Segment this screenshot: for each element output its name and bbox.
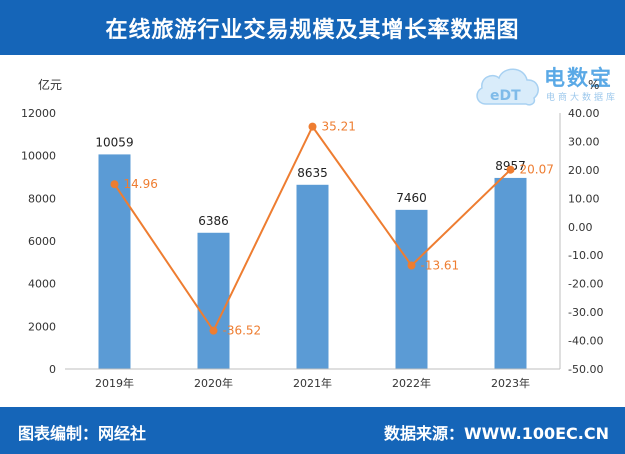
line-point bbox=[110, 180, 119, 189]
right-tick-label: 30.00 bbox=[568, 135, 600, 148]
left-tick-label: 8000 bbox=[28, 192, 56, 205]
left-tick-label: 6000 bbox=[28, 235, 56, 248]
x-tick-label: 2019年 bbox=[95, 376, 134, 390]
right-axis: % -50.00 -40.00 -30.00 -20.00 -10.00 0.00 10.00… bbox=[559, 78, 603, 376]
combo-chart: 亿元 0 2000 4000 6000 8000 10000 12000 % -50.00 -40… bbox=[21, 77, 603, 390]
right-tick-label: 10.00 bbox=[568, 192, 600, 205]
right-tick-label: -20.00 bbox=[568, 278, 603, 291]
x-tick-label: 2023年 bbox=[491, 376, 530, 390]
line-point bbox=[209, 326, 218, 335]
bar-value-label: 7460 bbox=[396, 191, 427, 205]
right-tick-label: 40.00 bbox=[568, 107, 600, 120]
bar bbox=[197, 232, 230, 369]
line-point bbox=[308, 122, 317, 131]
left-tick-label: 12000 bbox=[21, 107, 56, 120]
line-series: 14.96 -36.52 35.21 -13.61 20.07 bbox=[110, 120, 554, 338]
x-tick-label: 2020年 bbox=[194, 376, 233, 390]
bar bbox=[296, 184, 329, 369]
left-axis: 亿元 0 2000 4000 6000 8000 10000 12000 bbox=[21, 77, 62, 376]
watermark-logo: eDT 电数宝 电商大数据库 bbox=[472, 60, 622, 112]
chart-title: 在线旅游行业交易规模及其增长率数据图 bbox=[0, 0, 625, 55]
line-value-label: -13.61 bbox=[421, 258, 460, 272]
logo-mark-text: eDT bbox=[490, 88, 521, 104]
x-axis: 2019年 2020年 2021年 2022年 2023年 bbox=[65, 368, 560, 390]
right-tick-label: -10.00 bbox=[568, 249, 603, 262]
line-value-label: 20.07 bbox=[520, 163, 554, 177]
left-tick-label: 10000 bbox=[21, 150, 56, 163]
bar bbox=[395, 209, 428, 369]
right-axis-label: % bbox=[588, 78, 599, 92]
line-point bbox=[506, 165, 515, 174]
bar bbox=[494, 177, 527, 369]
right-tick-label: 20.00 bbox=[568, 164, 600, 177]
logo-brand: 电数宝 bbox=[544, 66, 613, 90]
bar-series: 100596386863574608957 bbox=[95, 135, 527, 369]
logo-slogan: 电商大数据库 bbox=[546, 93, 619, 103]
left-tick-label: 4000 bbox=[28, 278, 56, 291]
x-tick-label: 2021年 bbox=[293, 376, 332, 390]
x-tick-label: 2022年 bbox=[392, 376, 431, 390]
bar-value-label: 6386 bbox=[198, 214, 229, 228]
line-value-label: 35.21 bbox=[322, 120, 356, 134]
bar bbox=[98, 154, 131, 369]
bar-value-label: 10059 bbox=[95, 135, 133, 149]
left-tick-label: 2000 bbox=[28, 320, 56, 333]
footer-bar: 图表编制：网经社 数据来源：WWW.100EC.CN bbox=[0, 407, 625, 454]
left-axis-label: 亿元 bbox=[38, 77, 62, 92]
footer-source: 数据来源：WWW.100EC.CN bbox=[383, 424, 609, 443]
line-value-label: -36.52 bbox=[223, 324, 262, 338]
right-tick-label: 0.00 bbox=[568, 221, 593, 234]
right-tick-label: -30.00 bbox=[568, 306, 603, 319]
cloud-logo-icon: eDT bbox=[476, 68, 539, 106]
bar-value-label: 8635 bbox=[297, 166, 328, 180]
footer-compiler: 图表编制：网经社 bbox=[18, 424, 147, 443]
left-tick-label: 0 bbox=[49, 363, 56, 376]
line-point bbox=[407, 261, 416, 270]
right-tick-label: -40.00 bbox=[568, 335, 603, 348]
right-tick-label: -50.00 bbox=[568, 363, 603, 376]
line-value-label: 14.96 bbox=[124, 177, 158, 191]
